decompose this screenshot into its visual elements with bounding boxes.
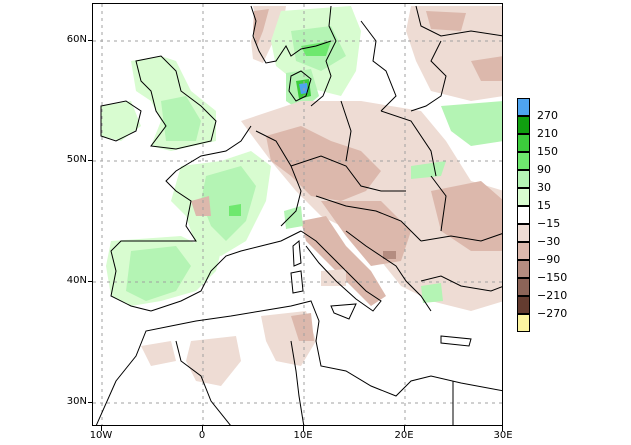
lon-tick-20e — [404, 426, 405, 431]
legend-swatch — [517, 314, 530, 332]
legend-swatch — [517, 206, 530, 224]
lon-label-30e: 30E — [493, 430, 513, 441]
lat-tick-40n — [88, 281, 93, 282]
legend-label: 210 — [537, 127, 558, 140]
legend-label: 270 — [537, 109, 558, 122]
legend-label: −150 — [537, 271, 568, 284]
legend-swatch — [517, 242, 530, 260]
legend-label: 150 — [537, 145, 558, 158]
legend-label: −210 — [537, 289, 568, 302]
legend-label: 15 — [537, 199, 551, 212]
legend-label: −30 — [537, 235, 561, 248]
lon-tick-10e — [303, 426, 304, 431]
map-plot-area — [92, 3, 503, 426]
lon-label-20e: 20E — [394, 430, 414, 441]
legend-label: −90 — [537, 253, 561, 266]
legend-label: 30 — [537, 181, 551, 194]
lon-label-10w: 10W — [89, 430, 113, 441]
legend-label: −270 — [537, 307, 568, 320]
lat-tick-50n — [88, 160, 93, 161]
map-canvas — [93, 4, 502, 425]
legend-swatch — [517, 170, 530, 188]
legend-swatch — [517, 224, 530, 242]
lat-tick-60n — [88, 40, 93, 41]
legend-swatch — [517, 134, 530, 152]
lon-label-0: 0 — [198, 430, 206, 441]
grid-lines — [93, 4, 502, 425]
lat-label-50n: 50N — [66, 154, 87, 165]
legend-swatch — [517, 152, 530, 170]
anomaly-shading — [101, 6, 502, 386]
lon-tick-30e — [502, 426, 503, 431]
legend-label: 90 — [537, 163, 551, 176]
coastlines — [95, 5, 502, 425]
legend-swatch — [517, 296, 530, 314]
lon-tick-0 — [202, 426, 203, 431]
lon-label-10e: 10E — [293, 430, 313, 441]
legend-swatch — [517, 260, 530, 278]
legend-swatch — [517, 278, 530, 296]
lat-label-40n: 40N — [66, 275, 87, 286]
lat-tick-30n — [88, 402, 93, 403]
legend-swatch — [517, 116, 530, 134]
lon-tick-10w — [101, 426, 102, 431]
legend-label: −15 — [537, 217, 561, 230]
legend-swatch — [517, 98, 530, 116]
legend-swatch — [517, 188, 530, 206]
lat-label-60n: 60N — [66, 34, 87, 45]
lat-label-30n: 30N — [66, 396, 87, 407]
